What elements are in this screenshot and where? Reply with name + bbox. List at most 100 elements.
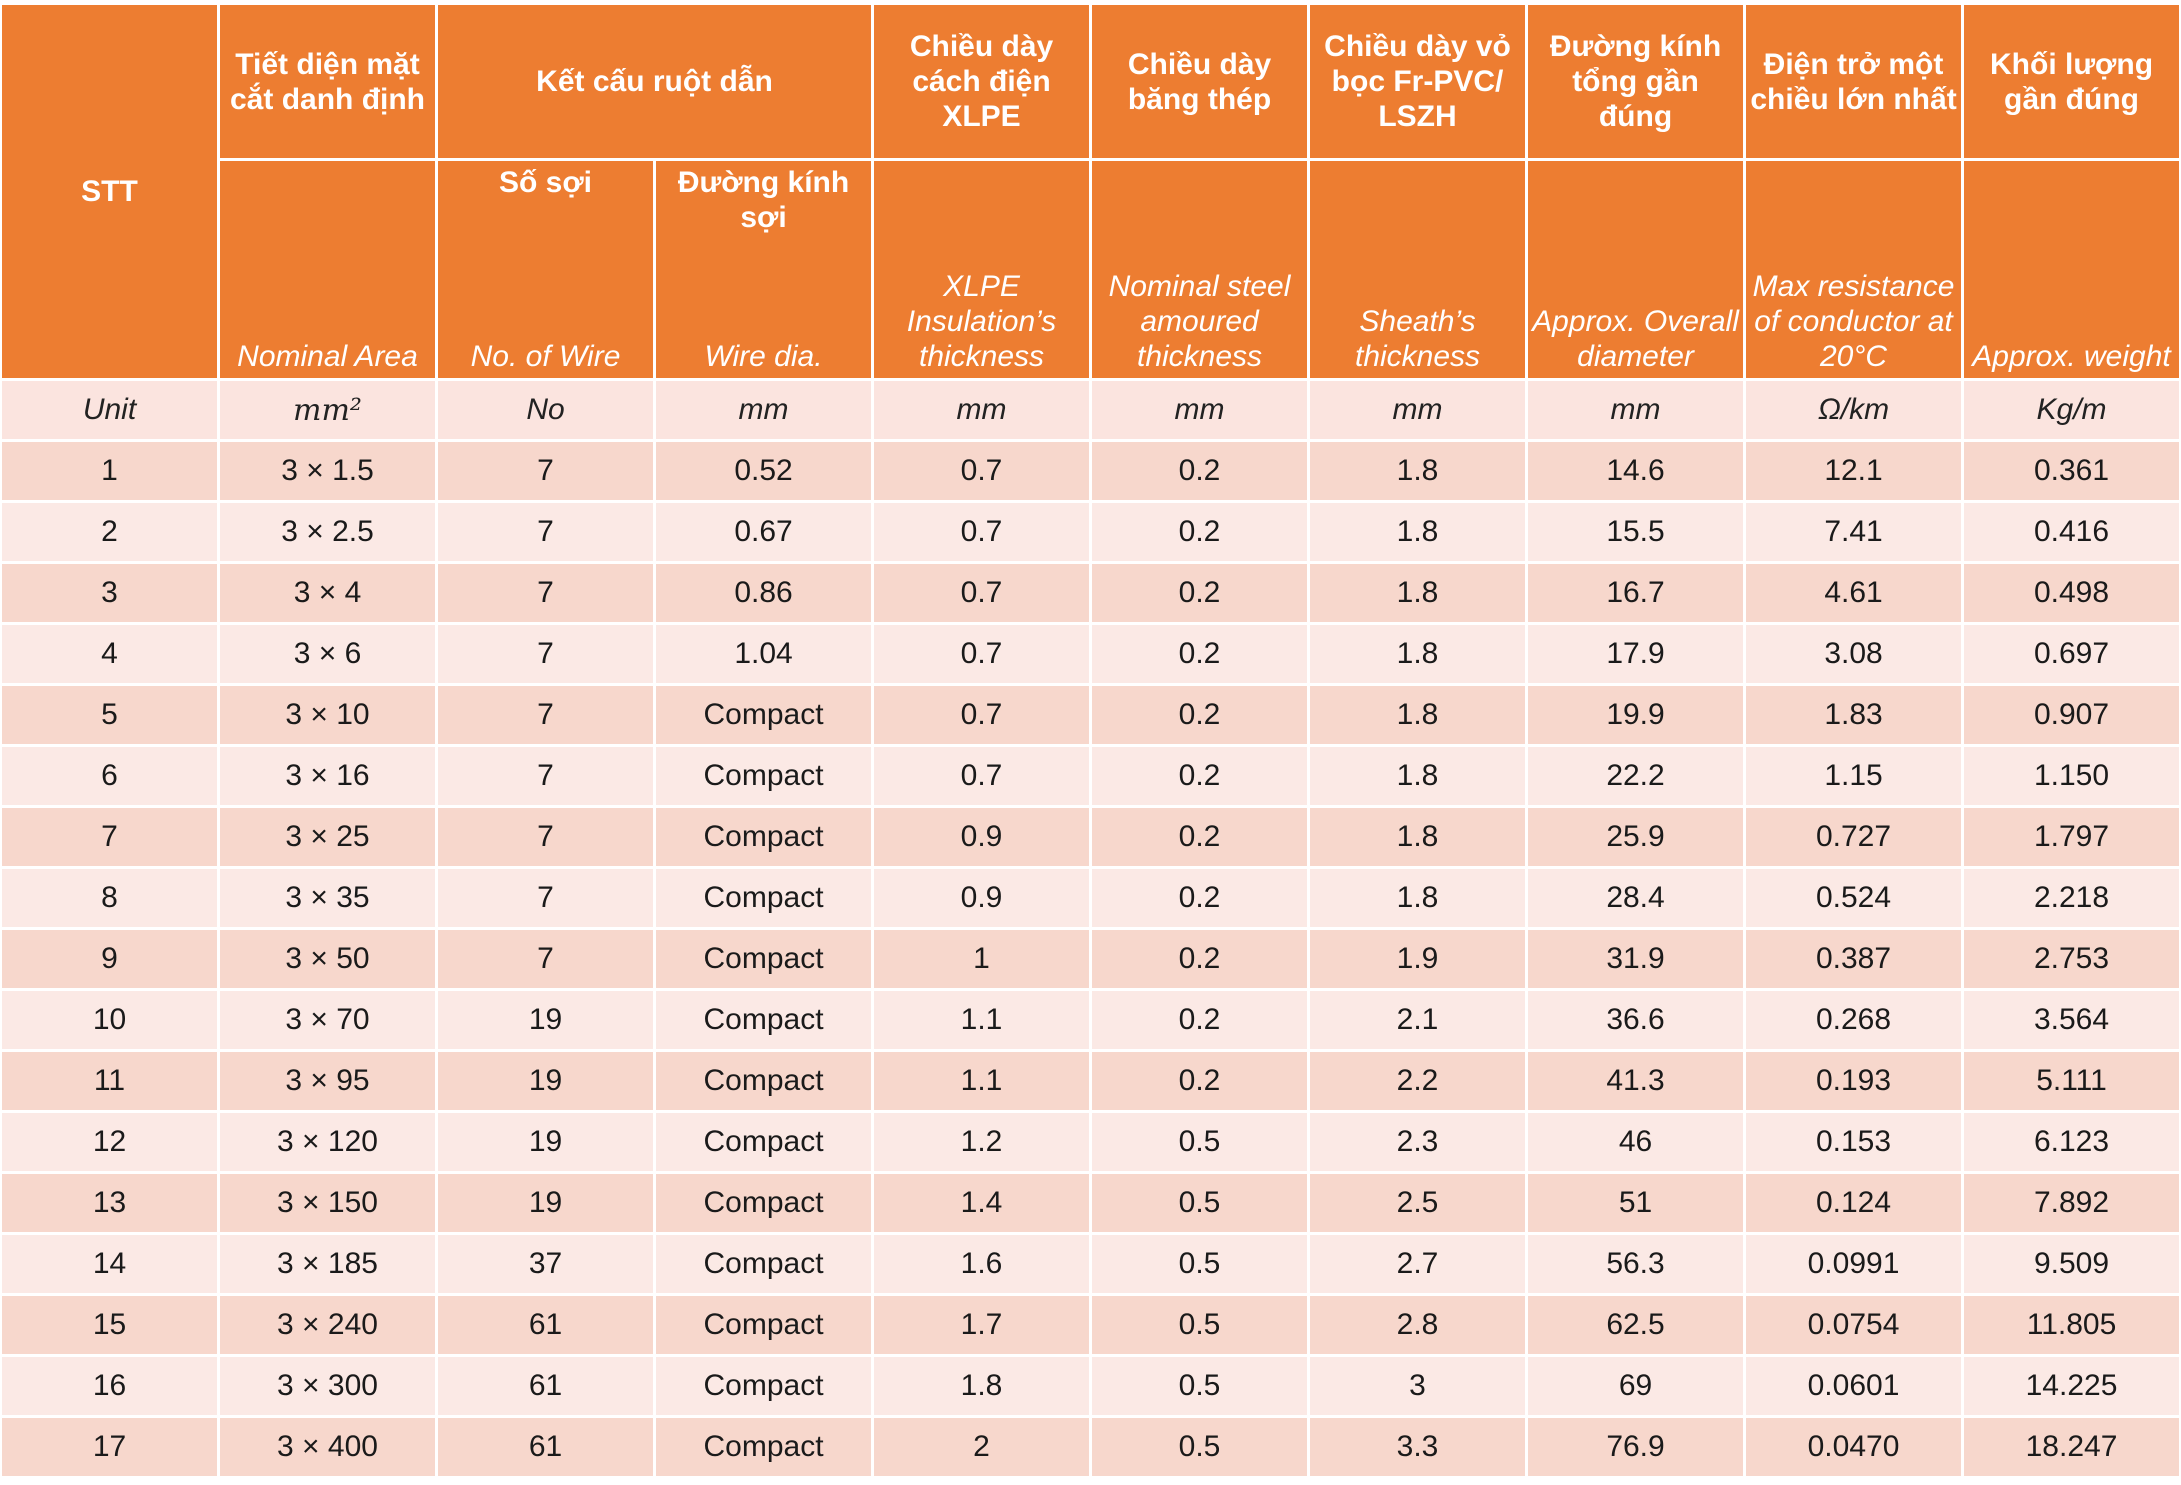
cell-diameter: 51 (1528, 1174, 1744, 1232)
table-row: 11 3 × 95 19 Compact 1.1 0.2 2.2 41.3 0.193 5.111 (2, 1052, 2180, 1110)
cell-wire-dia: Compact (656, 869, 872, 927)
header-diameter-vn: Đường kính tổng gần đúng (1528, 5, 1744, 158)
cell-wire-dia: Compact (656, 1113, 872, 1171)
header-resistance-vn: Điện trở một chiều lớn nhất (1746, 5, 1962, 158)
cell-sheath: 1.8 (1310, 869, 1526, 927)
header-resistance-en-cell: Max resistance of conductor at 20°C (1746, 161, 1962, 378)
cell-steel: 0.2 (1092, 503, 1308, 561)
cell-wires: 7 (438, 442, 653, 500)
header-weight-en-cell: Approx. weight (1964, 161, 2180, 378)
header-row-1: STT Tiết diện mặt cắt danh định Kết cấu … (2, 5, 2180, 378)
header-resistance-en: Max resistance of conductor at 20°C (1752, 270, 1955, 373)
cell-steel: 0.5 (1092, 1113, 1308, 1171)
cell-area: 3 × 1.5 (220, 442, 435, 500)
cell-diameter: 36.6 (1528, 991, 1744, 1049)
cell-sheath: 1.8 (1310, 747, 1526, 805)
cell-area: 3 × 70 (220, 991, 435, 1049)
cell-resistance: 0.0470 (1746, 1418, 1962, 1476)
cell-steel: 0.2 (1092, 686, 1308, 744)
cell-sheath: 1.8 (1310, 625, 1526, 683)
cell-stt: 7 (2, 808, 217, 866)
cell-diameter: 19.9 (1528, 686, 1744, 744)
cell-steel: 0.2 (1092, 625, 1308, 683)
cell-steel: 0.2 (1092, 991, 1308, 1049)
cell-area: 3 × 10 (220, 686, 435, 744)
unit-cell-area: mm² (220, 381, 435, 439)
cell-diameter: 28.4 (1528, 869, 1744, 927)
cell-weight: 9.509 (1964, 1235, 2180, 1293)
cell-diameter: 69 (1528, 1357, 1744, 1415)
header-insulation-en: XLPE Insulation’s thickness (906, 270, 1057, 373)
cell-diameter: 62.5 (1528, 1296, 1744, 1354)
cell-sheath: 2.1 (1310, 991, 1526, 1049)
table-row: 13 3 × 150 19 Compact 1.4 0.5 2.5 51 0.124 7.892 (2, 1174, 2180, 1232)
cell-wire-dia: 0.86 (656, 564, 872, 622)
cell-wires: 7 (438, 869, 653, 927)
cell-wires: 7 (438, 808, 653, 866)
table-row: 16 3 × 300 61 Compact 1.8 0.5 3 69 0.0601 14.225 (2, 1357, 2180, 1415)
cell-weight: 0.498 (1964, 564, 2180, 622)
unit-cell-diameter: mm (1528, 381, 1744, 439)
cell-weight: 6.123 (1964, 1113, 2180, 1171)
cell-weight: 18.247 (1964, 1418, 2180, 1476)
cell-steel: 0.2 (1092, 442, 1308, 500)
cell-stt: 3 (2, 564, 217, 622)
cell-sheath: 2.8 (1310, 1296, 1526, 1354)
unit-cell-wires: No (438, 381, 653, 439)
cell-area: 3 × 2.5 (220, 503, 435, 561)
unit-cell-insulation: mm (874, 381, 1090, 439)
header-sheath-en: Sheath’s thickness (1354, 305, 1481, 373)
cell-insulation: 0.7 (874, 625, 1090, 683)
cell-insulation: 0.7 (874, 564, 1090, 622)
cell-wire-dia: Compact (656, 686, 872, 744)
table-row: 12 3 × 120 19 Compact 1.2 0.5 2.3 46 0.153 6.123 (2, 1113, 2180, 1171)
cell-weight: 2.753 (1964, 930, 2180, 988)
cell-wires: 19 (438, 991, 653, 1049)
cell-wires: 7 (438, 686, 653, 744)
cell-wires: 7 (438, 503, 653, 561)
cell-wires: 37 (438, 1235, 653, 1293)
cell-area: 3 × 6 (220, 625, 435, 683)
cell-insulation: 0.9 (874, 808, 1090, 866)
cell-wires: 61 (438, 1418, 653, 1476)
cell-area: 3 × 35 (220, 869, 435, 927)
unit-cell-weight: Kg/m (1964, 381, 2180, 439)
cell-sheath: 1.8 (1310, 686, 1526, 744)
cell-stt: 8 (2, 869, 217, 927)
cell-resistance: 7.41 (1746, 503, 1962, 561)
table-row: 14 3 × 185 37 Compact 1.6 0.5 2.7 56.3 0.0991 9.5… (2, 1235, 2180, 1293)
header-steel-en: Nominal steel amoured thickness (1108, 270, 1291, 373)
cell-resistance: 0.727 (1746, 808, 1962, 866)
cell-wire-dia: Compact (656, 991, 872, 1049)
cell-stt: 5 (2, 686, 217, 744)
cell-diameter: 56.3 (1528, 1235, 1744, 1293)
header-area-en: Nominal Area (237, 340, 418, 373)
cell-stt: 17 (2, 1418, 217, 1476)
header-diameter-en-cell: Approx. Overall diameter (1528, 161, 1744, 378)
cell-diameter: 17.9 (1528, 625, 1744, 683)
header-weight-vn: Khối lượng gần đúng (1964, 5, 2180, 158)
cell-weight: 0.416 (1964, 503, 2180, 561)
cell-steel: 0.5 (1092, 1174, 1308, 1232)
cell-insulation: 0.7 (874, 686, 1090, 744)
header-insulation-vn: Chiều dày cách điện XLPE (874, 5, 1090, 158)
cell-wire-dia: Compact (656, 1418, 872, 1476)
cell-stt: 13 (2, 1174, 217, 1232)
cell-insulation: 0.7 (874, 747, 1090, 805)
header-weight-en: Approx. weight (1972, 340, 2171, 373)
cell-area: 3 × 185 (220, 1235, 435, 1293)
cell-weight: 7.892 (1964, 1174, 2180, 1232)
cell-wire-dia: 0.67 (656, 503, 872, 561)
cell-area: 3 × 120 (220, 1113, 435, 1171)
cell-wire-dia: Compact (656, 1052, 872, 1110)
cell-wires: 19 (438, 1174, 653, 1232)
cell-resistance: 12.1 (1746, 442, 1962, 500)
cell-area: 3 × 300 (220, 1357, 435, 1415)
table-row: 15 3 × 240 61 Compact 1.7 0.5 2.8 62.5 0.0754 11.… (2, 1296, 2180, 1354)
header-wire-dia-vn: Đường kính sợi (677, 166, 850, 234)
cell-stt: 16 (2, 1357, 217, 1415)
